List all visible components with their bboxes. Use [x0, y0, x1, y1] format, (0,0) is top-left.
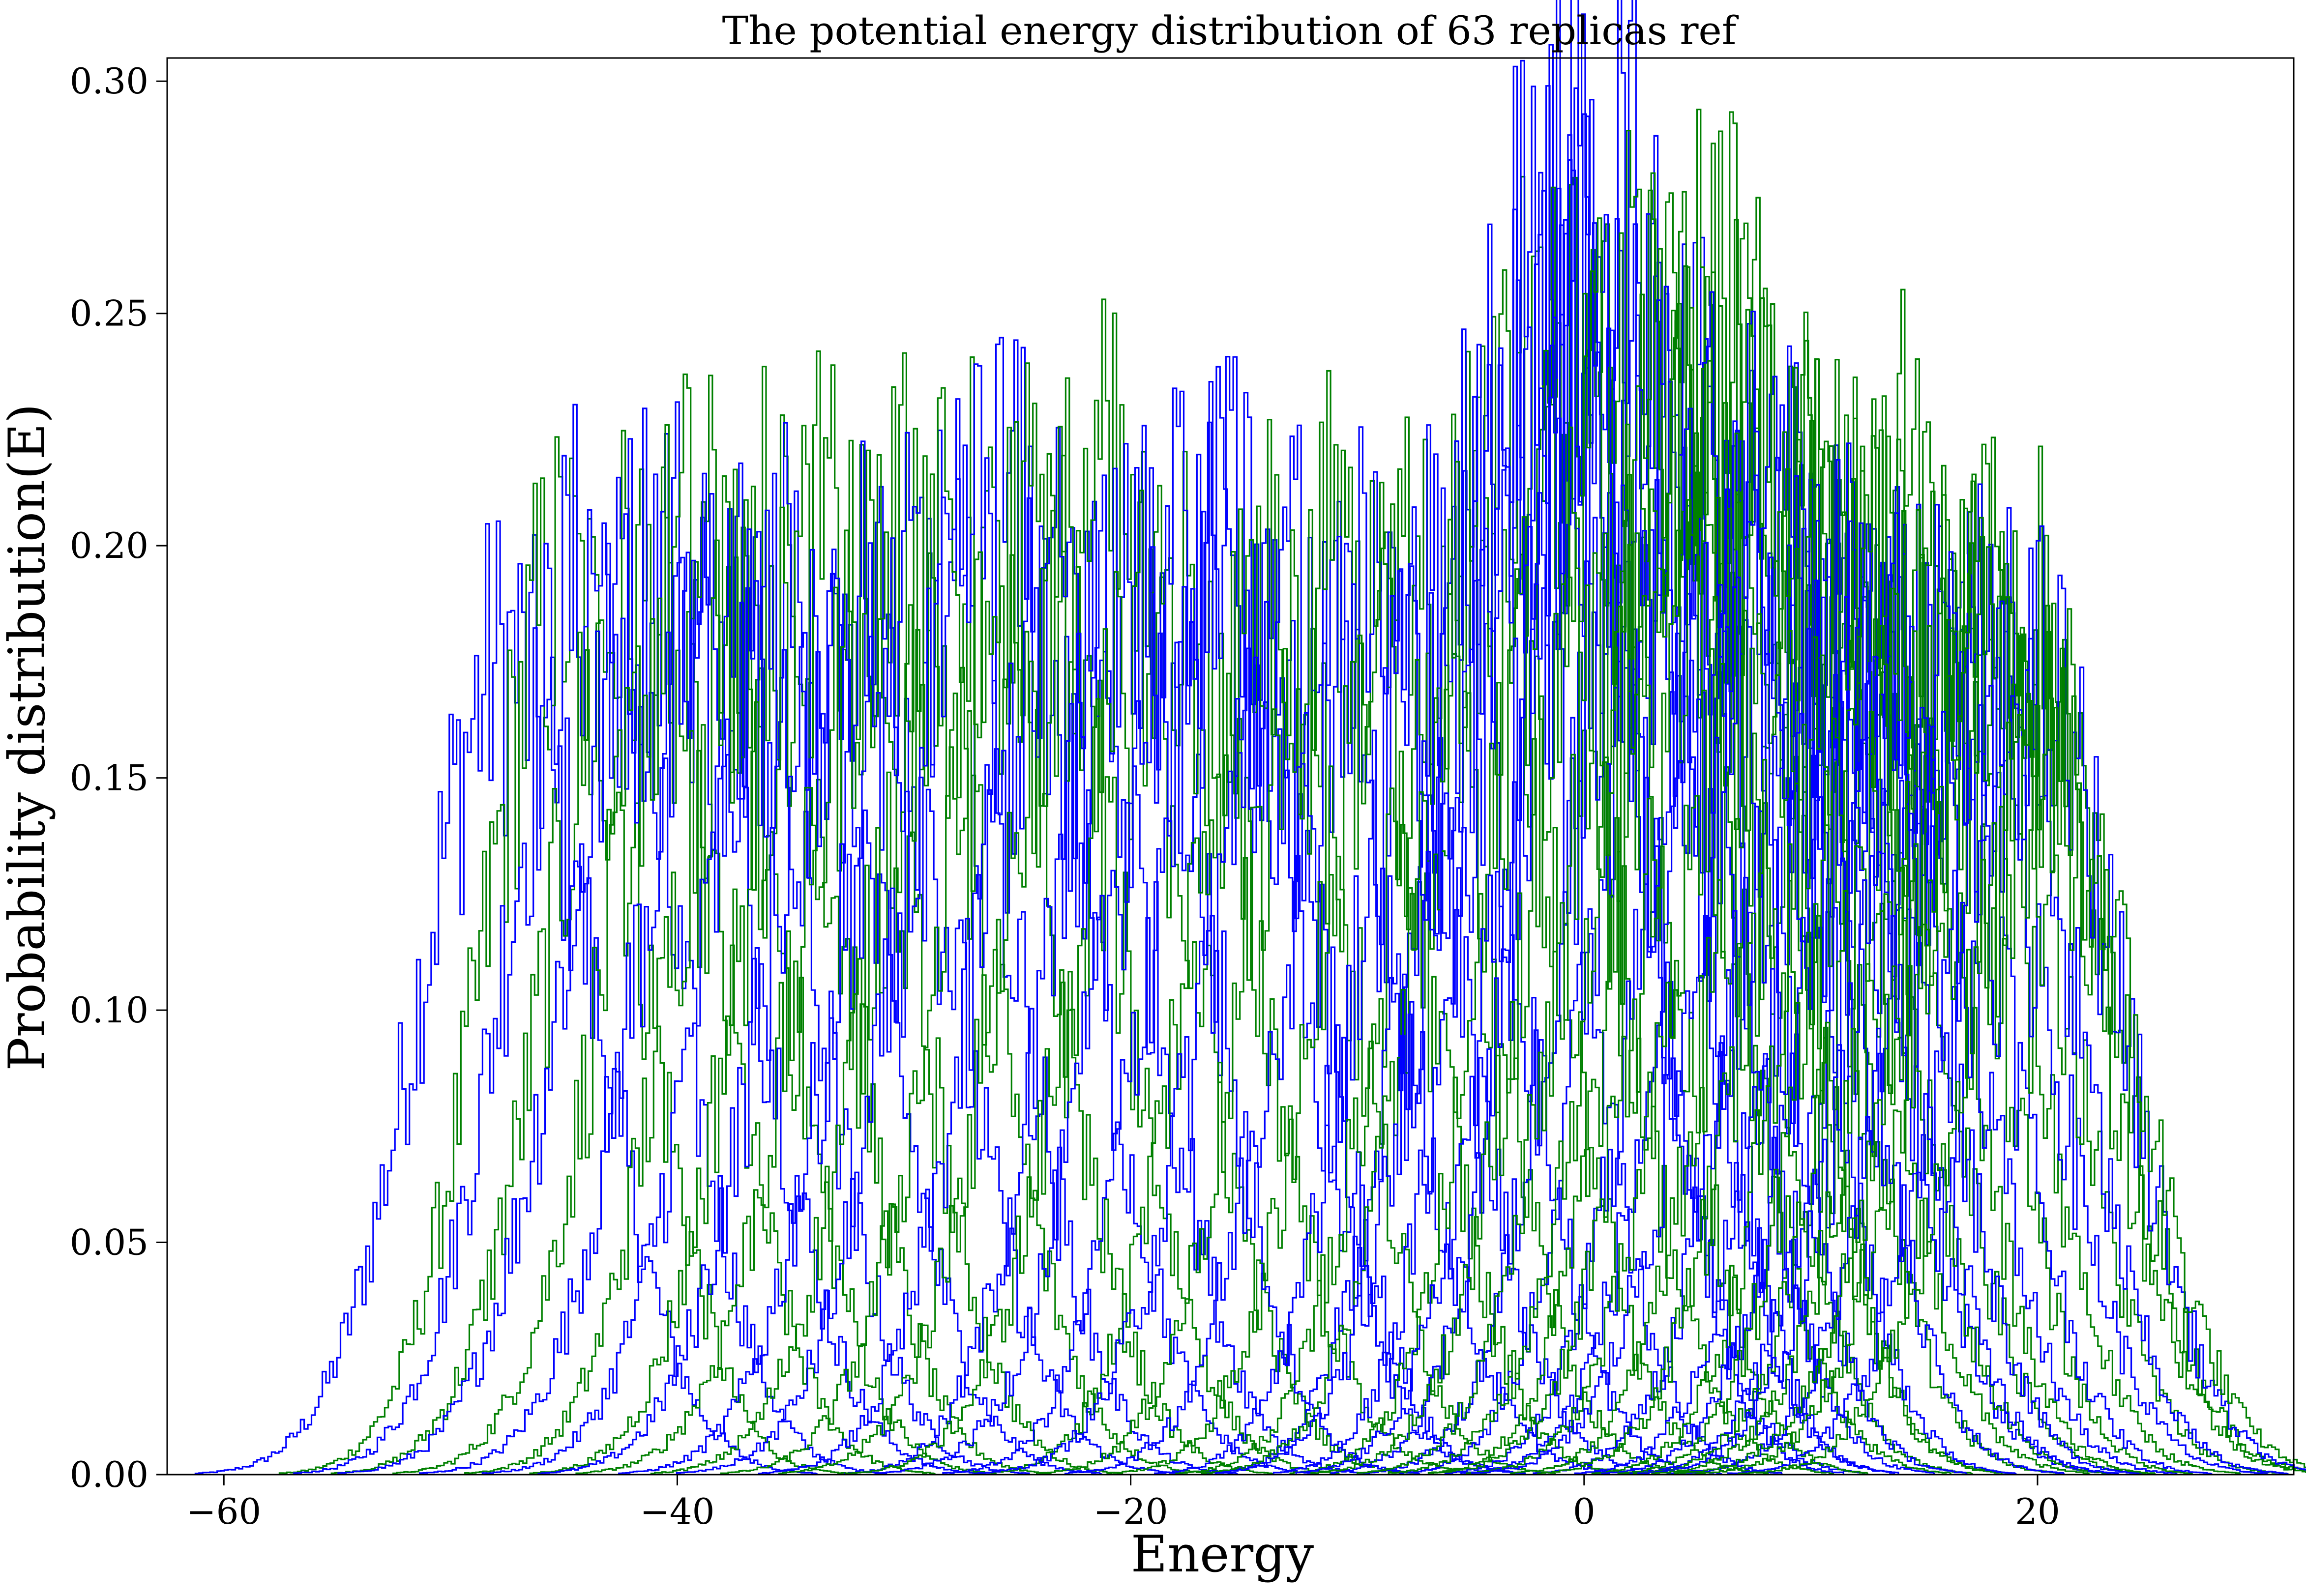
replica-series-5 [337, 401, 984, 1476]
replica-series-35 [1295, 99, 1899, 1475]
replica-series-46 [1466, 297, 2091, 1476]
replica-series-39 [1357, 172, 1974, 1476]
replica-series-44 [1432, 197, 2061, 1476]
y-tick-label: 0.20 [70, 525, 148, 566]
replica-series-25 [1036, 370, 1637, 1475]
chart-title: The potential energy distribution of 63 … [722, 8, 1739, 54]
replica-series-6 [392, 373, 998, 1476]
replica-series-20 [845, 451, 1488, 1476]
replica-series-3 [293, 404, 888, 1476]
replica-series-49 [1533, 444, 2120, 1476]
replica-series-48 [1510, 340, 2111, 1475]
replica-series-19 [844, 425, 1421, 1476]
y-tick-label: 0.15 [70, 757, 148, 799]
replica-series-37 [1310, 130, 1952, 1475]
x-tick-label: −20 [1094, 1491, 1168, 1532]
x-tick-label: 0 [1573, 1491, 1596, 1532]
x-axis-ticks: −60 −40 −20 0 20 [186, 1475, 2060, 1532]
x-tick-label: 20 [2015, 1491, 2060, 1532]
replica-series-15 [676, 337, 1317, 1476]
replica-series-18 [778, 298, 1419, 1475]
replica-series-7 [419, 462, 1030, 1475]
replica-series-28 [1154, 424, 1723, 1476]
y-tick-label: 0.10 [70, 989, 148, 1031]
replica-series-60 [1674, 473, 2306, 1475]
replica-series-32 [1215, 59, 1866, 1476]
series-layer [194, 0, 2306, 1476]
replica-series-10 [529, 350, 1123, 1476]
replica-series-11 [537, 440, 1183, 1476]
y-axis-label: Probability distribution(E) [0, 404, 57, 1071]
plot-area-frame [166, 57, 2295, 1476]
y-tick-label: 0.30 [70, 60, 148, 102]
x-tick-label: −60 [186, 1491, 261, 1532]
x-tick-label: −40 [640, 1491, 714, 1532]
replica-series-16 [720, 362, 1341, 1476]
replica-series-54 [1617, 289, 2194, 1476]
replica-series-12 [575, 352, 1213, 1476]
replica-series-8 [464, 366, 1053, 1476]
replica-series-22 [942, 356, 1527, 1476]
replica-series-27 [1107, 416, 1702, 1476]
replica-series-24 [974, 424, 1631, 1476]
y-tick-label: 0.05 [70, 1222, 148, 1263]
replica-series-9 [481, 422, 1103, 1476]
replica-series-56 [1632, 464, 2242, 1476]
replica-series-61 [1697, 436, 2306, 1475]
y-tick-label: 0.00 [70, 1454, 148, 1495]
replica-series-14 [650, 356, 1274, 1476]
y-axis-ticks: 0.00 0.05 0.10 0.15 0.20 0.25 0.30 [70, 60, 167, 1495]
replica-series-17 [758, 427, 1371, 1476]
y-tick-label: 0.25 [70, 293, 148, 334]
replica-series-42 [1427, 109, 2003, 1475]
replica-series-63 [1738, 631, 2306, 1475]
replica-series-26 [1064, 426, 1677, 1476]
replica-series-29 [1175, 350, 1770, 1476]
replica-series-58 [1651, 443, 2287, 1476]
x-axis-label: Energy [1131, 1525, 1314, 1584]
